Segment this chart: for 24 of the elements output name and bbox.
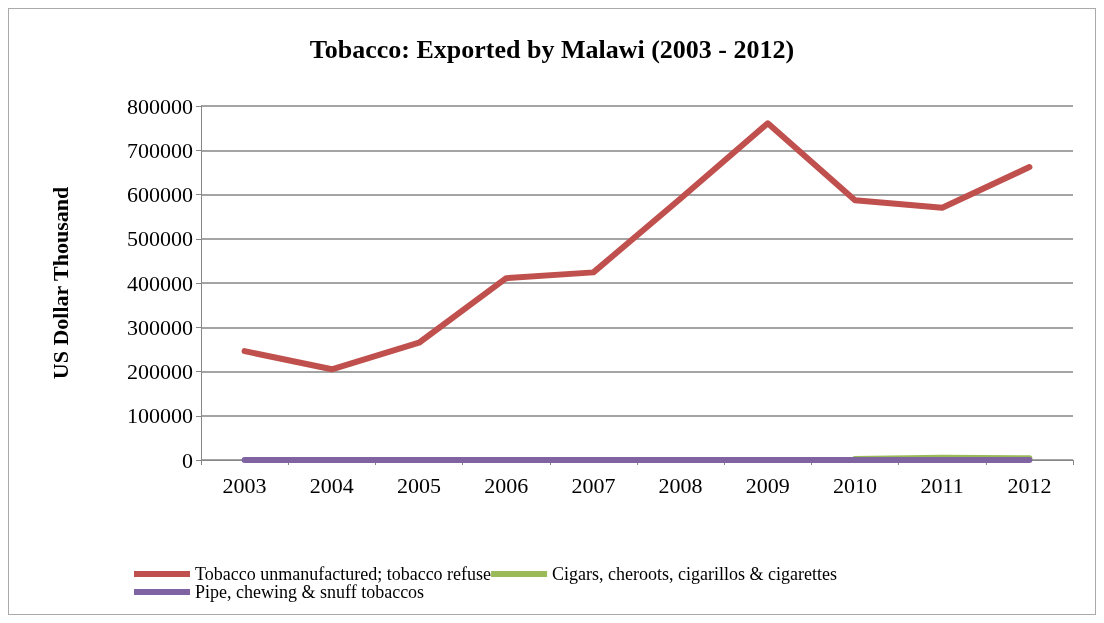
y-tick-label: 500000 (127, 226, 193, 252)
y-tick-label: 300000 (127, 314, 193, 340)
legend-label: Tobacco unmanufactured; tobacco refuse (195, 564, 492, 584)
x-tick-label: 2009 (745, 472, 790, 498)
y-axis-title: US Dollar Thousand (47, 186, 73, 380)
y-tick-label: 400000 (127, 270, 193, 296)
legend-label: Cigars, cheroots, cigarillos & cigarettes (552, 564, 838, 584)
chart-title: Tobacco: Exported by Malawi (2003 - 2012) (309, 34, 795, 64)
y-tick-label: 200000 (127, 359, 193, 384)
x-tick-label: 2005 (397, 472, 441, 498)
legend-label: Pipe, chewing & snuff tobaccos (195, 582, 425, 602)
x-tick-label: 2007 (571, 472, 616, 498)
y-tick-label: 600000 (127, 182, 193, 207)
x-tick-label: 2011 (920, 472, 964, 498)
y-tick-label: 0 (182, 447, 193, 473)
y-tick-label: 100000 (127, 403, 193, 429)
x-tick-label: 2012 (1007, 472, 1052, 498)
x-tick-label: 2010 (833, 472, 877, 498)
x-tick-label: 2006 (484, 472, 529, 498)
x-tick-label: 2003 (222, 472, 267, 498)
x-tick-label: 2004 (309, 472, 354, 498)
y-tick-label: 800000 (127, 93, 193, 119)
y-tick-label: 700000 (127, 137, 193, 163)
x-tick-label: 2008 (658, 472, 703, 498)
